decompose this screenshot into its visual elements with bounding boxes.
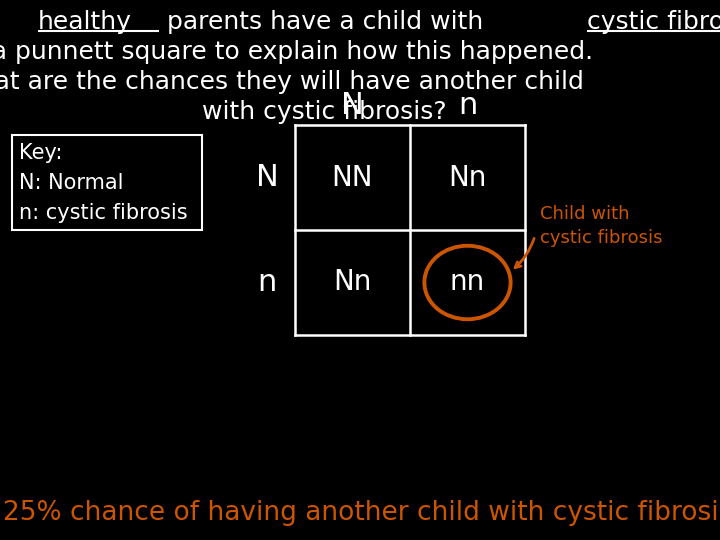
Text: N: N <box>341 91 364 119</box>
Text: Key:: Key: <box>19 143 63 163</box>
Text: N: N <box>256 163 279 192</box>
Text: healthy: healthy <box>37 10 132 34</box>
Text: n: n <box>458 91 477 119</box>
Text: 25% chance of having another child with cystic fibrosis: 25% chance of having another child with … <box>3 500 720 526</box>
Text: 69) Two: 69) Two <box>0 10 7 34</box>
Text: n: cystic fibrosis: n: cystic fibrosis <box>19 203 188 223</box>
Text: parents have a child with: parents have a child with <box>158 10 491 34</box>
Text: NN: NN <box>332 164 373 192</box>
Bar <box>12 135 202 230</box>
Text: Nn: Nn <box>333 268 372 296</box>
Text: n: n <box>257 268 276 297</box>
Text: N: Normal: N: Normal <box>19 173 124 193</box>
Text: Child with
cystic fibrosis: Child with cystic fibrosis <box>540 205 662 247</box>
Text: Nn: Nn <box>449 164 487 192</box>
Text: cystic fibrosis: cystic fibrosis <box>588 10 720 34</box>
Text: nn: nn <box>450 268 485 296</box>
Text: What are the chances they will have another child: What are the chances they will have anot… <box>0 70 583 94</box>
Text: with cystic fibrosis?: with cystic fibrosis? <box>202 100 447 124</box>
Text: Use a punnett square to explain how this happened.: Use a punnett square to explain how this… <box>0 40 593 64</box>
